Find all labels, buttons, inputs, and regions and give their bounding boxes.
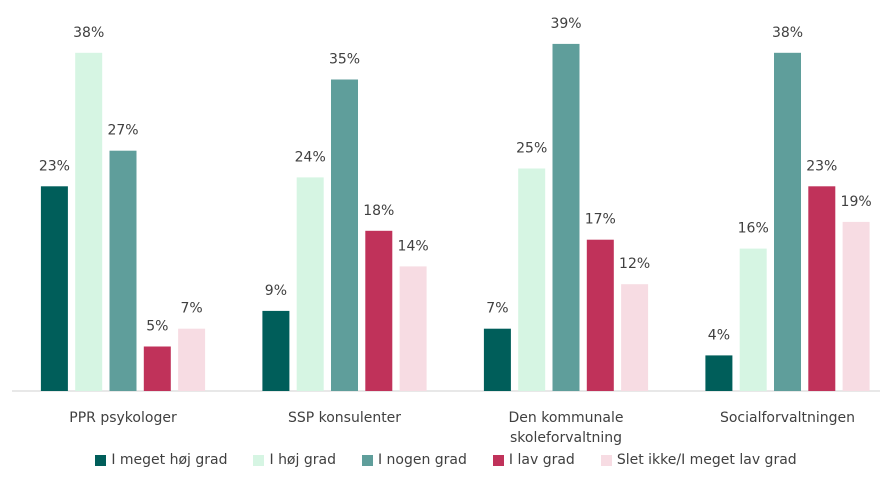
legend-label: Slet ikke/I meget lav grad xyxy=(616,452,797,468)
legend-item: I høj grad xyxy=(253,452,336,468)
bar xyxy=(399,266,427,391)
data-label: 19% xyxy=(841,194,872,210)
legend-label: I lav grad xyxy=(508,452,575,468)
bar xyxy=(40,186,68,391)
data-label: 38% xyxy=(73,25,104,41)
bar xyxy=(552,43,580,392)
data-label: 39% xyxy=(550,16,581,32)
data-label: 25% xyxy=(516,141,547,157)
data-label: 24% xyxy=(295,149,326,165)
legend-item: Slet ikke/I meget lav grad xyxy=(600,452,797,468)
legend-swatch xyxy=(253,454,265,466)
bar xyxy=(331,79,358,391)
legend-label: I høj grad xyxy=(269,452,336,468)
data-label: 12% xyxy=(619,256,650,272)
bar xyxy=(705,355,733,391)
data-label: 18% xyxy=(363,203,394,219)
x-tick-label: Socialforvaltningen xyxy=(719,410,855,426)
data-label: 23% xyxy=(39,158,70,174)
bar xyxy=(178,328,206,391)
bar xyxy=(109,150,137,391)
bar xyxy=(483,328,511,391)
x-tick-label: PPR psykologer xyxy=(69,410,177,426)
bar xyxy=(621,284,649,391)
bar xyxy=(739,248,767,391)
data-label: 5% xyxy=(146,319,168,335)
legend-item: I nogen grad xyxy=(361,452,467,468)
data-label: 38% xyxy=(772,25,803,41)
data-label: 23% xyxy=(806,158,837,174)
data-label: 27% xyxy=(107,123,138,139)
legend: I meget høj grad I høj grad I nogen grad I … xyxy=(0,452,892,468)
data-label: 17% xyxy=(585,212,616,228)
legend-label: I meget høj grad xyxy=(111,452,228,468)
bar xyxy=(586,239,614,391)
legend-swatch xyxy=(600,454,612,466)
legend-swatch xyxy=(492,454,504,466)
legend-item: I meget høj grad xyxy=(95,452,227,468)
legend-swatch xyxy=(95,454,107,466)
data-label: 16% xyxy=(738,221,769,237)
bar xyxy=(774,52,801,392)
bar xyxy=(808,186,836,391)
x-tick-label: Den kommunale skoleforvaltning xyxy=(508,410,624,446)
x-tick-label: SSP konsulenter xyxy=(287,410,402,426)
bar xyxy=(143,346,171,391)
bar xyxy=(842,221,870,391)
data-label: 9% xyxy=(265,283,287,299)
legend-label: I nogen grad xyxy=(377,452,467,468)
bar xyxy=(365,230,393,391)
bar xyxy=(75,52,103,392)
bar xyxy=(296,177,324,391)
legend-swatch xyxy=(361,454,373,466)
data-label: 7% xyxy=(486,301,508,317)
bar xyxy=(262,310,290,391)
legend-item: I lav grad xyxy=(492,452,575,468)
bar xyxy=(518,168,546,391)
data-label: 35% xyxy=(329,52,360,68)
data-label: 14% xyxy=(398,238,429,254)
data-label: 4% xyxy=(708,327,730,343)
data-label: 7% xyxy=(180,301,202,317)
